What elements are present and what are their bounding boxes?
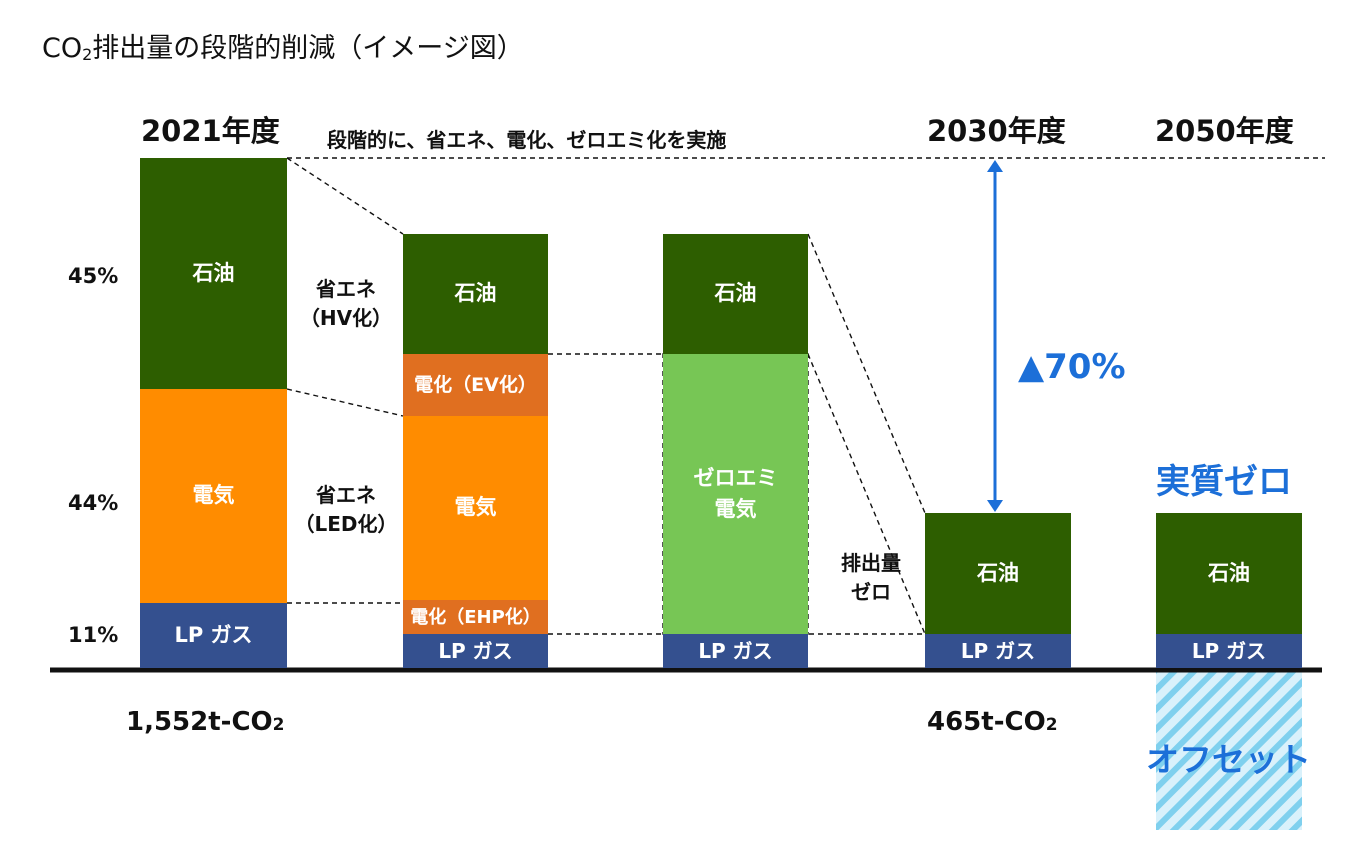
stepwise-note: 段階的に、省エネ、電化、ゼロエミ化を実施 [327, 128, 727, 152]
offset-hatch-area [1156, 672, 1302, 830]
bar-2-oil: 石油 [403, 234, 548, 354]
pct-lpgas: 11% [68, 623, 119, 647]
year-label-2030: 2030年度 [927, 114, 1066, 148]
bar-2-ehp: 電化（EHP化） [403, 600, 548, 634]
reduction-label: ▲70% [1018, 347, 1126, 387]
bar-2030-lpgas: LP ガス [925, 634, 1071, 668]
annotation-zero-emission: 排出量 ゼロ [841, 551, 901, 604]
annotation-energy-saving-hv: 省エネ （HV化） [299, 277, 393, 330]
total-2030: 465t-CO2 [927, 707, 1058, 737]
pct-oil: 45% [68, 264, 119, 288]
bar-2050-oil: 石油 [1156, 513, 1302, 634]
pct-electricity: 44% [68, 491, 119, 515]
bar-2021-lpgas: LP ガス [140, 603, 287, 668]
bar-3-lpgas: LP ガス [663, 634, 808, 668]
total-2021: 1,552t-CO2 [126, 707, 285, 737]
bar-2-electricity: 電気 [403, 416, 548, 600]
bar-3-zero-emission-electricity: ゼロエミ 電気 [663, 354, 808, 634]
bar-3-oil: 石油 [663, 234, 808, 354]
bar-2-lpgas: LP ガス [403, 634, 548, 668]
bar-2021-electricity: 電気 [140, 389, 287, 603]
chart-title: CO2排出量の段階的削減（イメージ図） [42, 33, 524, 64]
offset-label: オフセット [1146, 740, 1311, 779]
year-label-2050: 2050年度 [1155, 114, 1294, 148]
net-zero-label: 実質ゼロ [1156, 462, 1292, 502]
bar-2030-oil: 石油 [925, 513, 1071, 634]
annotation-energy-saving-led: 省エネ （LED化） [294, 483, 398, 536]
bar-2050-lpgas: LP ガス [1156, 634, 1302, 668]
bar-2021-oil: 石油 [140, 158, 287, 389]
year-label-2021: 2021年度 [141, 114, 280, 148]
bar-2-ev: 電化（EV化） [403, 354, 548, 416]
